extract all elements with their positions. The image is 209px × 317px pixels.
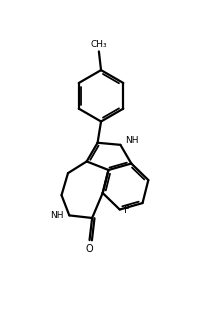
Text: NH: NH bbox=[51, 211, 64, 220]
Text: CH₃: CH₃ bbox=[90, 40, 107, 49]
Text: NH: NH bbox=[126, 136, 139, 145]
Text: O: O bbox=[86, 244, 93, 254]
Text: F: F bbox=[124, 204, 130, 215]
